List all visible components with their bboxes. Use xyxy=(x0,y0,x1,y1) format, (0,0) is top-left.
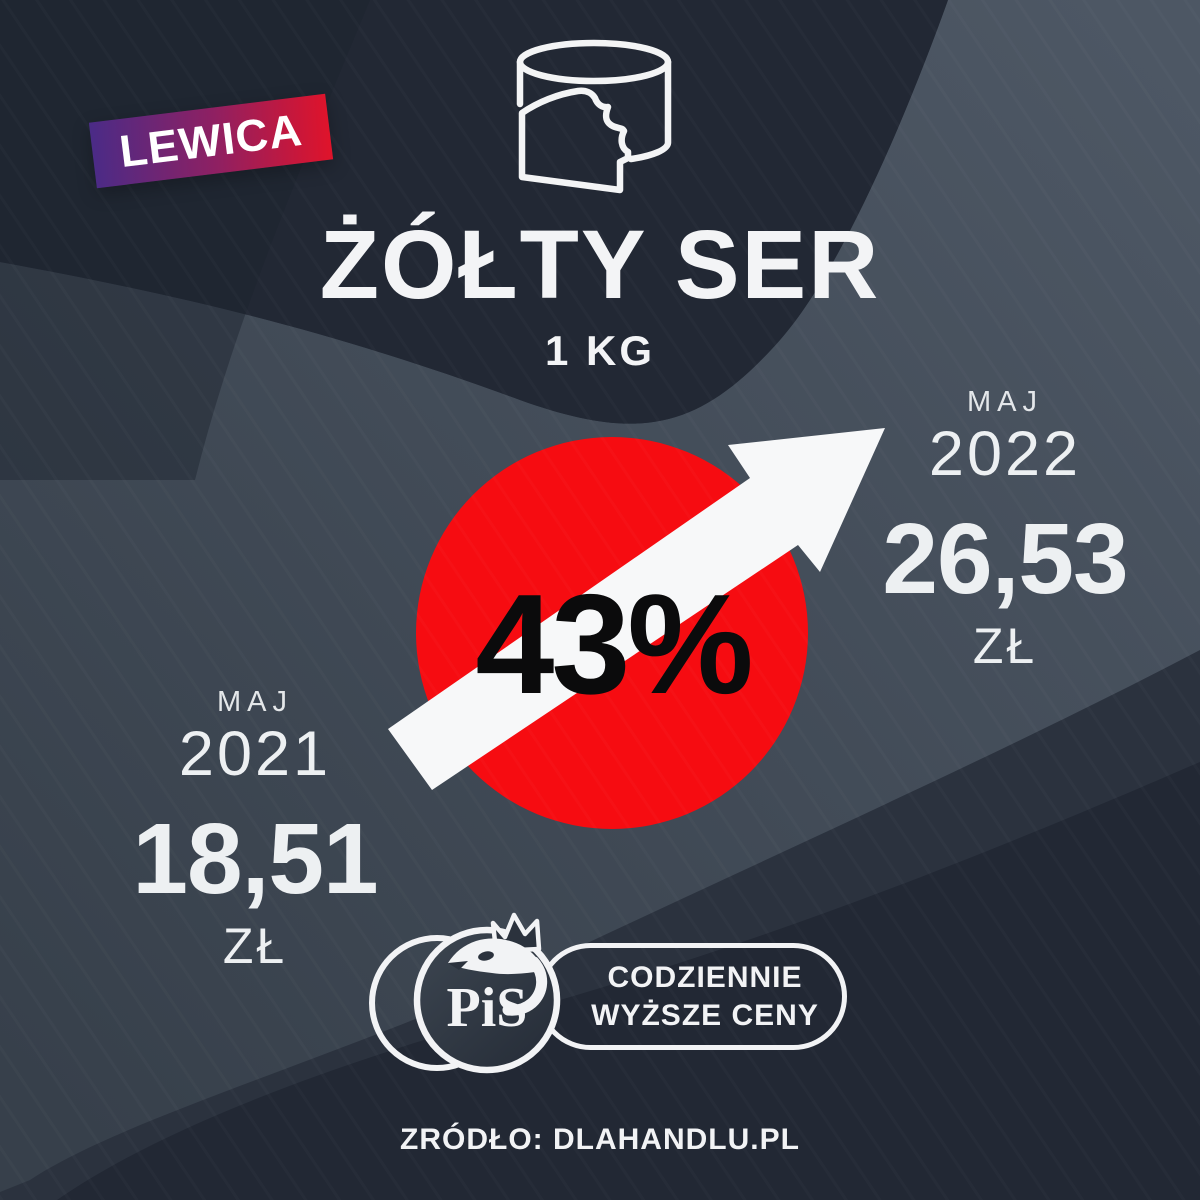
price-2021-block: MAJ 2021 18,51 ZŁ xyxy=(95,686,415,975)
price-2021-year: 2021 xyxy=(178,719,332,789)
source-text: ZRÓDŁO: DLAHANDLU.PL xyxy=(400,1123,800,1156)
slogan-line-2: WYŻSZE CENY xyxy=(591,998,819,1032)
price-2022-value: 26,53 xyxy=(882,503,1128,616)
cheese-wheel-icon xyxy=(516,39,672,194)
price-2021-value: 18,51 xyxy=(132,803,378,916)
price-2022-block: MAJ 2022 26,53 ZŁ xyxy=(845,386,1165,675)
price-2022-year: 2022 xyxy=(928,419,1082,489)
slogan-line-1: CODZIENNIE xyxy=(607,960,803,994)
price-2022-currency: ZŁ xyxy=(972,618,1038,675)
cheese-wedge xyxy=(518,87,632,194)
eagle-icon xyxy=(448,938,548,1016)
trend-up-arrow-icon xyxy=(388,428,885,790)
increase-percent: 43% xyxy=(475,565,753,724)
price-2021-currency: ZŁ xyxy=(222,918,288,975)
pis-wordmark: PiS xyxy=(447,977,528,1039)
product-title: ŻÓŁTY SER xyxy=(319,210,881,319)
bg-bottom-dark-wave xyxy=(57,762,1200,1200)
price-2021-month: MAJ xyxy=(217,686,293,718)
price-2022-month: MAJ xyxy=(967,386,1043,418)
product-weight: 1 KG xyxy=(544,327,656,374)
